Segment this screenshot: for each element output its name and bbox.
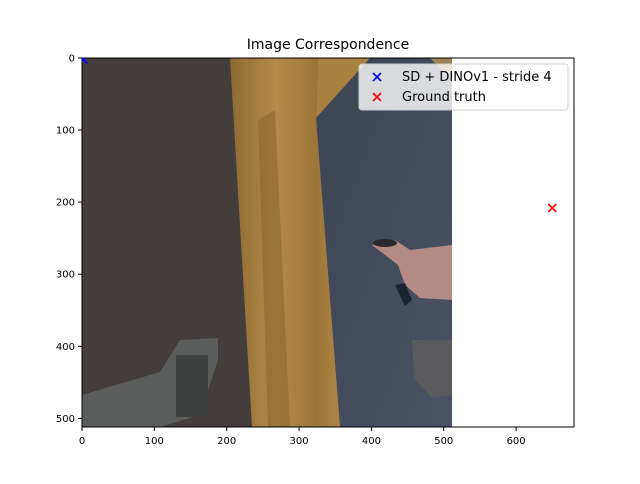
scatter-points xyxy=(82,58,557,213)
x-tick-label: 100 xyxy=(145,436,164,447)
y-tick-label: 200 xyxy=(56,198,75,209)
x-tick-label: 300 xyxy=(290,436,309,447)
legend-label: Ground truth xyxy=(402,90,486,105)
x-tick-label: 400 xyxy=(362,436,381,447)
legend: SD + DINOv1 - stride 4 Ground truth xyxy=(358,63,569,111)
axis-ticks: 0 100 200 300 400 500 600 0 100 200 300 400 500 xyxy=(56,54,526,448)
x-tick-label: 600 xyxy=(507,436,526,447)
background-photo xyxy=(82,58,452,427)
chart-title: Image Correspondence xyxy=(247,37,410,53)
scatter-point xyxy=(82,58,89,65)
y-tick-label: 0 xyxy=(69,54,75,65)
x-tick-label: 0 xyxy=(79,436,85,447)
legend-marker xyxy=(372,92,382,102)
x-tick-label: 500 xyxy=(434,436,453,447)
legend-marker xyxy=(372,72,382,82)
y-tick-label: 400 xyxy=(56,342,75,353)
axes-frame xyxy=(81,57,575,428)
scatter-point xyxy=(547,203,557,213)
y-tick-label: 300 xyxy=(56,270,75,281)
legend-label: SD + DINOv1 - stride 4 xyxy=(402,70,552,85)
y-tick-label: 500 xyxy=(56,414,75,425)
y-tick-label: 100 xyxy=(56,126,75,137)
legend-box xyxy=(358,63,569,111)
x-tick-label: 200 xyxy=(217,436,236,447)
